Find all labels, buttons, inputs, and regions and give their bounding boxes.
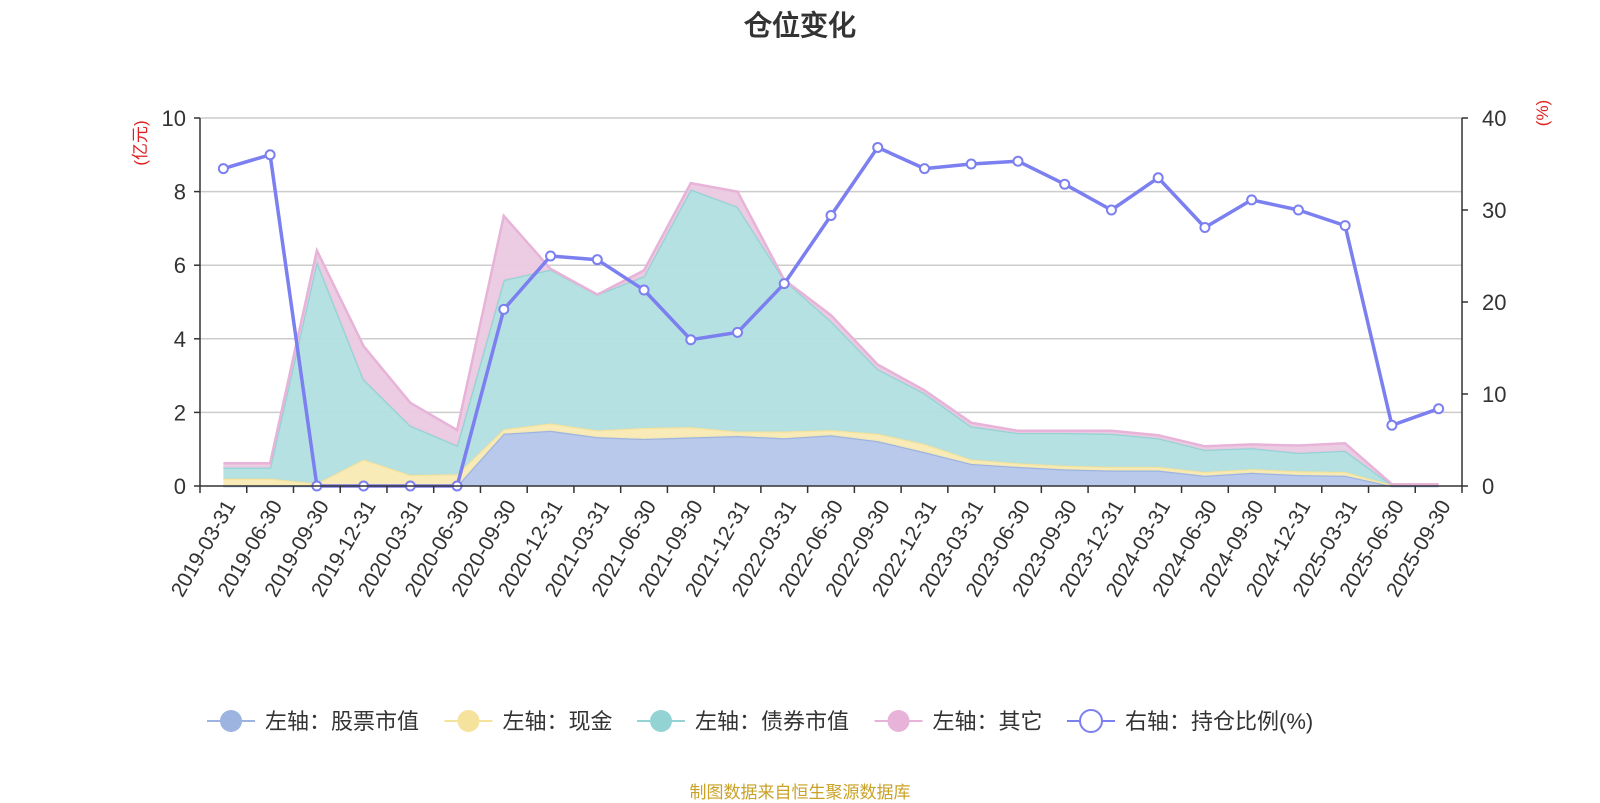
ratio-line-point: [825, 210, 837, 222]
ratio-line-point: [778, 278, 790, 290]
left-axis-tick-label: 2: [174, 400, 186, 425]
right-axis-tick-label: 20: [1482, 290, 1506, 315]
ratio-line-point: [965, 158, 977, 170]
ratio-line-point: [1292, 204, 1304, 216]
left-axis-tick-label: 4: [174, 327, 186, 352]
right-axis-tick-label: 0: [1482, 474, 1494, 499]
ratio-line-point: [1152, 172, 1164, 184]
legend-circle-marker: [1079, 709, 1103, 733]
right-axis-tick-label: 10: [1482, 382, 1506, 407]
legend: 左轴：股票市值 左轴：现金 左轴：债券市值 左轴：其它 右轴：持仓比例(%): [207, 709, 1313, 734]
legend-item-4: 右轴：持仓比例(%): [1067, 709, 1313, 734]
ratio-line-point: [1105, 204, 1117, 216]
ratio-line-point: [1246, 194, 1258, 206]
chart-title: 仓位变化: [743, 10, 856, 41]
area-series-edge-3: [223, 181, 1439, 486]
left-axis-unit-label: (亿元): [131, 120, 150, 165]
legend-label: 左轴：现金: [503, 709, 613, 734]
area-series-2: [223, 189, 1439, 485]
area-series-3: [223, 183, 1439, 485]
ratio-line-point: [498, 303, 510, 315]
legend-circle-marker: [220, 710, 242, 732]
legend-item-2: 左轴：债券市值: [637, 709, 849, 734]
legend-circle-marker: [457, 710, 480, 732]
ratio-line-point: [1339, 220, 1351, 232]
legend-circle-marker: [650, 710, 672, 732]
ratio-line-point: [732, 326, 744, 338]
legend-circle-marker: [887, 710, 910, 732]
ratio-line-point: [591, 254, 603, 266]
ratio-line-point: [685, 334, 697, 346]
ratio-line-point: [1012, 155, 1024, 167]
ratio-line-point: [264, 149, 276, 161]
data-source-note: 制图数据来自恒生聚源数据库: [689, 783, 911, 802]
legend-label: 右轴：持仓比例(%): [1125, 709, 1313, 734]
right-axis-tick-label: 30: [1482, 198, 1506, 223]
left-axis-tick-label: 8: [174, 180, 186, 205]
area-series-1: [223, 423, 1439, 486]
ratio-line-point: [1433, 403, 1445, 415]
ratio-line-point: [217, 163, 229, 175]
left-axis-tick-label: 10: [162, 106, 186, 131]
stacked-areas: [223, 181, 1439, 488]
area-series-0: [223, 430, 1439, 486]
left-axis-tick-label: 6: [174, 253, 186, 278]
legend-label: 左轴：债券市值: [695, 709, 849, 734]
legend-label: 左轴：股票市值: [265, 709, 419, 734]
legend-item-1: 左轴：现金: [444, 709, 613, 734]
ratio-line-point: [545, 250, 557, 262]
right-axis-unit-label: (%): [1533, 100, 1552, 126]
ratio-line-point: [872, 141, 884, 153]
right-axis-tick-label: 40: [1482, 106, 1506, 131]
ratio-line-point: [1199, 221, 1211, 233]
ratio-line-point: [1059, 178, 1071, 190]
left-axis-tick-label: 0: [174, 474, 186, 499]
legend-label: 左轴：其它: [933, 709, 1043, 734]
ratio-line-point: [918, 163, 930, 175]
ratio-line-point: [638, 284, 650, 296]
legend-item-3: 左轴：其它: [874, 709, 1043, 734]
ratio-line-point: [1386, 419, 1398, 431]
legend-item-0: 左轴：股票市值: [207, 709, 419, 734]
